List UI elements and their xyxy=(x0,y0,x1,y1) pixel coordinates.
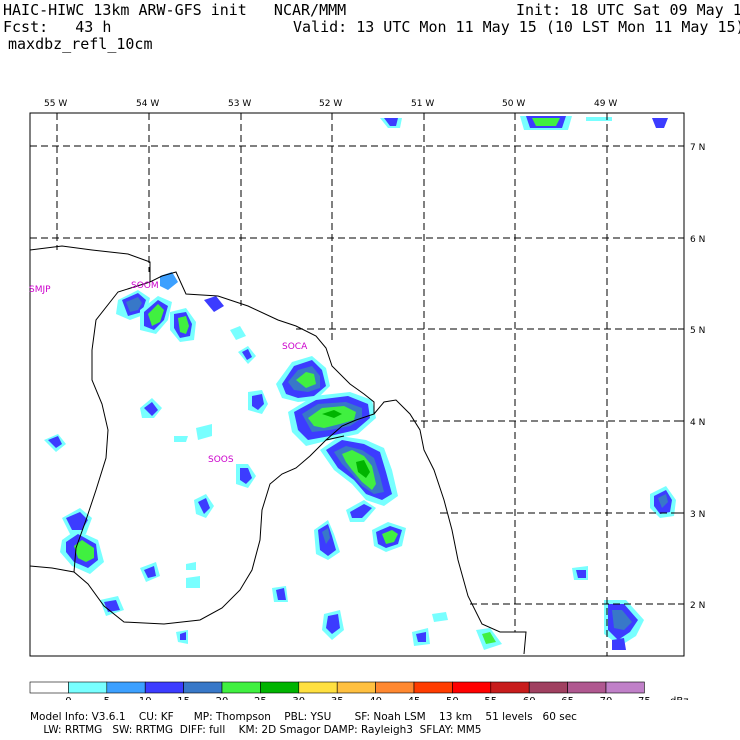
station-label-soca: SOCA xyxy=(282,342,308,352)
lon-label: 50 W xyxy=(502,99,525,109)
colorbar-swatch xyxy=(298,681,338,694)
station-label-soom: SOOM xyxy=(131,281,159,291)
lon-label: 53 W xyxy=(228,99,251,109)
lon-label: 55 W xyxy=(44,99,67,109)
echo-cell xyxy=(44,434,104,574)
lat-label: 4 N xyxy=(690,418,705,428)
colorbar-tick-label: 45 xyxy=(408,696,421,700)
model-info-line2: LW: RRTMG SW: RRTMG DIFF: full KM: 2D Sm… xyxy=(30,724,482,736)
colorbar-tick-label: 50 xyxy=(446,696,459,700)
field-name: maxdbz_refl_10cm xyxy=(8,35,153,53)
colorbar-tick-label: 15 xyxy=(177,696,190,700)
colorbar-tick-label: 5 xyxy=(104,696,110,700)
colorbar-tick-label: 25 xyxy=(254,696,267,700)
lat-lon-grid xyxy=(30,113,684,656)
lat-label: 3 N xyxy=(690,510,705,520)
lat-label: 2 N xyxy=(690,601,705,611)
lon-label: 49 W xyxy=(594,99,617,109)
echo-cell xyxy=(322,486,676,650)
init-time: Init: 18 UTC Sat 09 May 15 xyxy=(516,1,740,19)
coastline xyxy=(29,245,527,655)
colorbar-swatch xyxy=(567,681,607,694)
lat-label: 7 N xyxy=(690,143,705,153)
station-label-smjp: SMJP xyxy=(29,285,51,295)
colorbar-swatch xyxy=(183,681,223,694)
colorbar-tick-label: 0 xyxy=(65,696,71,700)
colorbar-tick-label: 70 xyxy=(600,696,613,700)
echo-cell xyxy=(116,272,196,342)
colorbar-swatch xyxy=(29,681,69,694)
colorbar-tick-label: 65 xyxy=(561,696,574,700)
model-info-line1: Model Info: V3.6.1 CU: KF MP: Thompson P… xyxy=(30,711,577,723)
echo-cell xyxy=(380,116,668,130)
colorbar-swatch xyxy=(260,681,300,694)
echo-cell xyxy=(236,390,340,560)
lon-label: 54 W xyxy=(136,99,159,109)
colorbar: 0 5 10 15 20 25 30 35 40 45 50 55 60 65 70 75 dBz xyxy=(29,681,688,700)
forecast-hour: Fcst: 43 h xyxy=(3,18,112,36)
echo-cell xyxy=(346,500,406,552)
colorbar-unit: dBz xyxy=(670,696,688,700)
colorbar-swatch xyxy=(68,681,108,694)
colorbar-swatch xyxy=(605,681,645,694)
colorbar-swatch xyxy=(452,681,492,694)
lon-label: 51 W xyxy=(411,99,434,109)
map-frame xyxy=(29,112,685,657)
station-label-soos: SOOS xyxy=(208,455,234,465)
colorbar-tick-label: 35 xyxy=(331,696,344,700)
colorbar-swatch xyxy=(144,681,184,694)
colorbar-swatch xyxy=(413,681,453,694)
lat-label: 5 N xyxy=(690,326,705,336)
lat-label: 6 N xyxy=(690,235,705,245)
reflectivity-map: 55 W 54 W 53 W 52 W 51 W 50 W 49 W 7 N 6… xyxy=(29,99,705,700)
axis-ticks xyxy=(56,113,684,605)
colorbar-tick-label: 20 xyxy=(216,696,229,700)
colorbar-swatch xyxy=(106,681,146,694)
colorbar-tick-label: 40 xyxy=(369,696,382,700)
colorbar-tick-label: 30 xyxy=(292,696,305,700)
plot-title: HAIC-HIWC 13km ARW-GFS init NCAR/MMM xyxy=(3,1,347,19)
colorbar-tick-label: 60 xyxy=(523,696,536,700)
colorbar-swatch xyxy=(375,681,415,694)
colorbar-swatch xyxy=(336,681,376,694)
echo-cell xyxy=(100,296,288,644)
colorbar-swatch xyxy=(490,681,530,694)
radar-echoes xyxy=(44,116,676,650)
echo-cell xyxy=(320,436,398,506)
echo-cell xyxy=(288,392,376,446)
lon-label: 52 W xyxy=(319,99,342,109)
colorbar-tick-label: 55 xyxy=(484,696,497,700)
colorbar-swatch xyxy=(221,681,261,694)
echo-cell xyxy=(276,356,330,402)
colorbar-tick-label: 75 xyxy=(638,696,651,700)
colorbar-swatch xyxy=(528,681,568,694)
valid-time: Valid: 13 UTC Mon 11 May 15 (10 LST Mon … xyxy=(293,18,740,36)
colorbar-tick-label: 10 xyxy=(139,696,152,700)
